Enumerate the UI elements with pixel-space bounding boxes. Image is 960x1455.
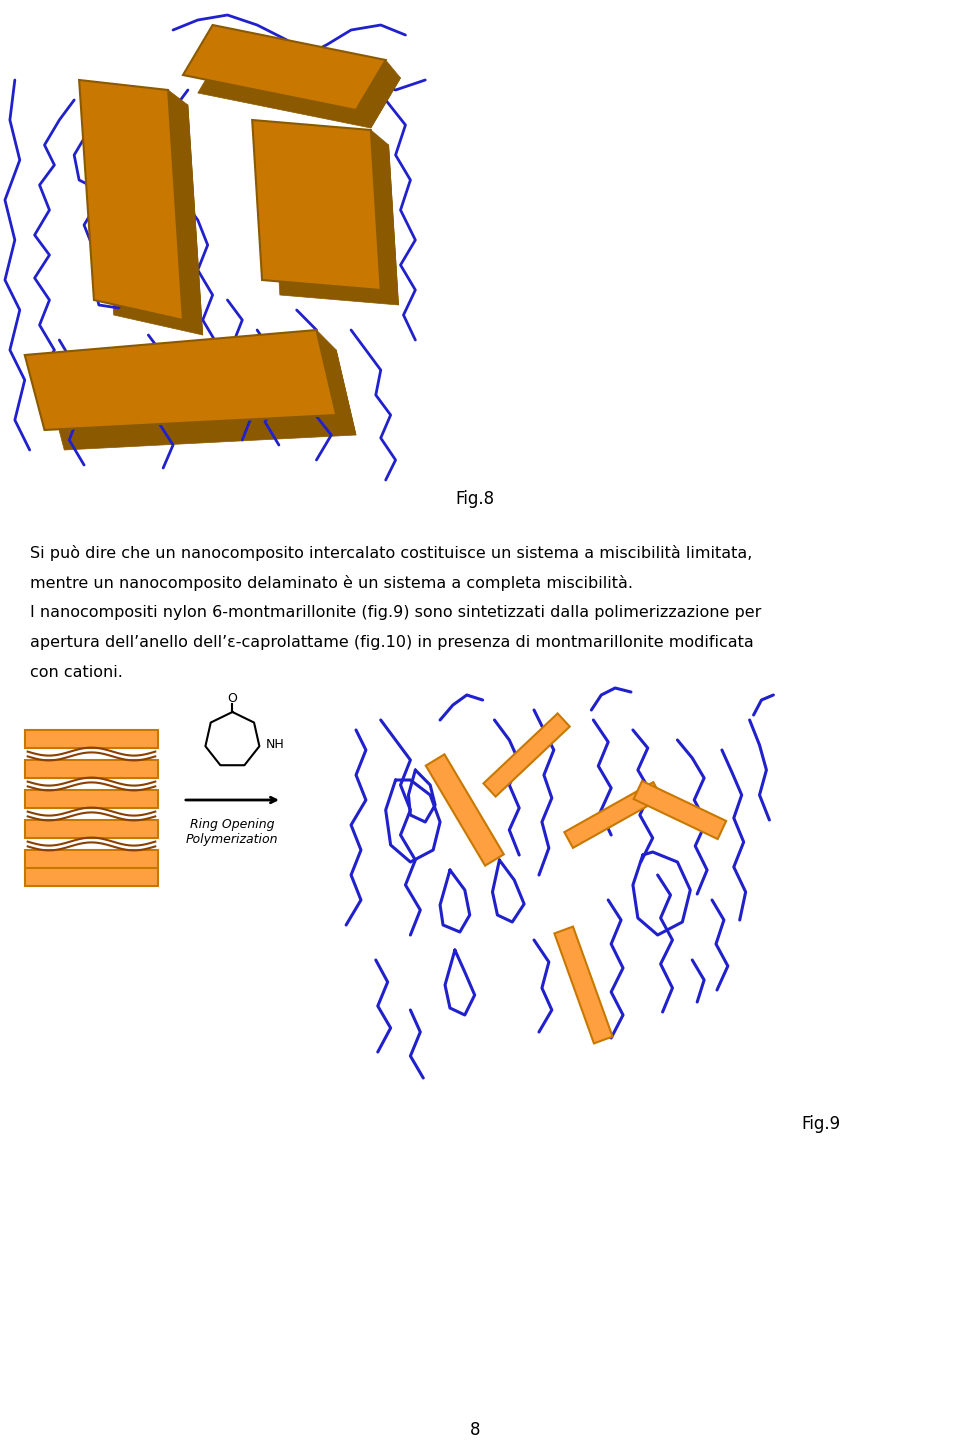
Polygon shape bbox=[484, 713, 570, 796]
Text: Fig.9: Fig.9 bbox=[802, 1115, 840, 1133]
Polygon shape bbox=[371, 129, 398, 306]
Polygon shape bbox=[168, 90, 203, 335]
Bar bbox=[25, 730, 158, 748]
Text: I nanocompositi nylon 6-montmarillonite (fig.9) sono sintetizzati dalla polimeri: I nanocompositi nylon 6-montmarillonite … bbox=[30, 605, 761, 620]
Polygon shape bbox=[183, 25, 386, 111]
Bar bbox=[25, 850, 158, 869]
Bar bbox=[25, 821, 158, 838]
Polygon shape bbox=[317, 330, 356, 435]
Text: 8: 8 bbox=[469, 1422, 480, 1439]
Text: Ring Opening
Polymerization: Ring Opening Polymerization bbox=[186, 818, 278, 845]
Text: mentre un nanocomposito delaminato è un sistema a completa miscibilità.: mentre un nanocomposito delaminato è un … bbox=[30, 575, 633, 591]
Polygon shape bbox=[554, 927, 612, 1043]
Text: O: O bbox=[228, 691, 237, 704]
Polygon shape bbox=[25, 330, 336, 431]
Polygon shape bbox=[356, 60, 400, 128]
Polygon shape bbox=[634, 781, 726, 840]
Bar bbox=[25, 760, 158, 778]
Polygon shape bbox=[99, 95, 203, 335]
Polygon shape bbox=[198, 44, 400, 128]
Bar bbox=[25, 790, 158, 808]
Text: Si può dire che un nanocomposito intercalato costituisce un sistema a miscibilit: Si può dire che un nanocomposito interca… bbox=[30, 546, 752, 562]
Text: Fig.8: Fig.8 bbox=[455, 490, 494, 508]
Bar bbox=[25, 869, 158, 886]
Polygon shape bbox=[426, 754, 504, 866]
Polygon shape bbox=[252, 119, 381, 290]
Polygon shape bbox=[44, 351, 356, 450]
Text: apertura dell’anello dell’ε-caprolattame (fig.10) in presenza di montmarillonite: apertura dell’anello dell’ε-caprolattame… bbox=[30, 634, 754, 650]
Text: con cationi.: con cationi. bbox=[30, 665, 123, 679]
Polygon shape bbox=[79, 80, 183, 320]
Polygon shape bbox=[564, 783, 662, 848]
Polygon shape bbox=[270, 135, 398, 306]
Text: NH: NH bbox=[266, 738, 285, 751]
